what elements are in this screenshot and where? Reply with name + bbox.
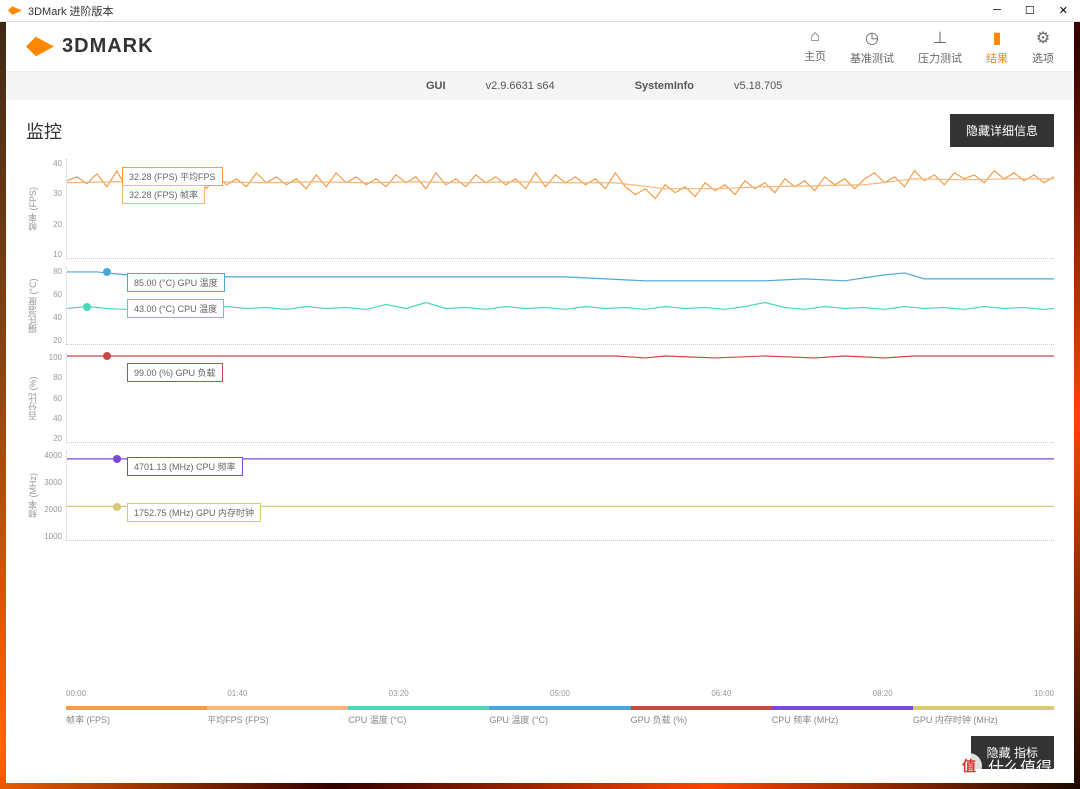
x-tick: 08:20 xyxy=(873,689,893,698)
watermark-icon: 值 xyxy=(956,753,982,779)
gui-version: v2.9.6631 s64 xyxy=(486,80,555,92)
nav-label: 选项 xyxy=(1032,50,1054,66)
x-axis: 00:00 01:40 03:20 05:00 06:40 08:20 10:00 xyxy=(26,689,1054,698)
plot-area: 85.00 (°C) GPU 温度 43.00 (°C) CPU 温度 xyxy=(66,267,1054,345)
nav-选项[interactable]: ⚙ 选项 xyxy=(1032,28,1054,66)
close-button[interactable]: ✕ xyxy=(1055,4,1072,17)
hide-details-button[interactable]: 隐藏详细信息 xyxy=(950,114,1054,147)
plot-area: 32.28 (FPS) 平均FPS32.28 (FPS) 帧率 xyxy=(66,159,1054,259)
legend-item[interactable]: GPU 内存时钟 (MHz) xyxy=(913,706,1054,726)
window-title: 3DMark 进阶版本 xyxy=(28,3,114,19)
titlebar: 3DMark 进阶版本 ─ ☐ ✕ xyxy=(0,0,1080,22)
nav-icon: ▮ xyxy=(993,28,1002,48)
section-title: 监控 xyxy=(26,118,62,144)
series-badge: 1752.75 (MHz) GPU 内存时钟 xyxy=(127,503,261,522)
nav-label: 压力测试 xyxy=(918,50,962,66)
y-label: 帧率 (FPS) xyxy=(26,159,44,259)
series-badge: 99.00 (%) GPU 负载 xyxy=(127,363,223,382)
nav-icon: ⚙ xyxy=(1036,28,1050,48)
legend-item[interactable]: CPU 频率 (MHz) xyxy=(772,706,913,726)
legend-label: GPU 温度 (°C) xyxy=(489,715,548,725)
gui-label: GUI xyxy=(426,80,446,92)
series-badge: 32.28 (FPS) 帧率 xyxy=(122,185,205,204)
legend-label: CPU 温度 (°C) xyxy=(348,715,406,725)
x-tick: 03:20 xyxy=(389,689,409,698)
series-dot xyxy=(113,455,121,463)
app-icon xyxy=(8,4,22,18)
sysinfo-label: SystemInfo xyxy=(635,80,694,92)
plot-area: 4701.13 (MHz) CPU 频率 1752.75 (MHz) GPU 内存… xyxy=(66,451,1054,541)
legend: 帧率 (FPS) 平均FPS (FPS) CPU 温度 (°C) GPU 温度 (°C… xyxy=(26,706,1054,726)
series-badge: 85.00 (°C) GPU 温度 xyxy=(127,273,225,292)
logo-text: 3DMARK xyxy=(62,35,154,58)
y-axis: 10080604020 xyxy=(44,353,66,443)
y-label: 摄氏温度 (°C) xyxy=(26,267,44,345)
legend-label: GPU 内存时钟 (MHz) xyxy=(913,715,998,725)
series-dot xyxy=(103,352,111,360)
logo-icon xyxy=(26,33,54,61)
y-label: 百分比 (%) xyxy=(26,353,44,443)
series-badge: 4701.13 (MHz) CPU 频率 xyxy=(127,457,243,476)
chart: 频率 (MHz)40003000200010004701.13 (MHz) CP… xyxy=(26,451,1054,541)
plot-area: 99.00 (%) GPU 负载 xyxy=(66,353,1054,443)
y-label: 频率 (MHz) xyxy=(26,451,44,541)
chart: 百分比 (%)10080604020 99.00 (%) GPU 负载 xyxy=(26,353,1054,443)
maximize-button[interactable]: ☐ xyxy=(1021,4,1039,17)
nav-icon: ◷ xyxy=(865,28,879,48)
x-tick: 06:40 xyxy=(711,689,731,698)
nav-icon: ⌂ xyxy=(810,28,820,46)
legend-item[interactable]: 帧率 (FPS) xyxy=(66,706,207,726)
series-badge: 32.28 (FPS) 平均FPS xyxy=(122,167,223,186)
nav-主页[interactable]: ⌂ 主页 xyxy=(804,28,826,66)
watermark-text: 什么值得买 xyxy=(988,754,1068,778)
y-axis: 80604020 xyxy=(44,267,66,345)
info-bar: GUI v2.9.6631 s64 SystemInfo v5.18.705 xyxy=(6,72,1074,100)
legend-label: CPU 频率 (MHz) xyxy=(772,715,839,725)
legend-item[interactable]: 平均FPS (FPS) xyxy=(207,706,348,726)
minimize-button[interactable]: ─ xyxy=(989,4,1005,17)
y-axis: 40302010 xyxy=(44,159,66,259)
nav-icon: ⊥ xyxy=(933,28,947,48)
nav-label: 基准测试 xyxy=(850,50,894,66)
x-tick: 10:00 xyxy=(1034,689,1054,698)
nav-压力测试[interactable]: ⊥ 压力测试 xyxy=(918,28,962,66)
nav-label: 结果 xyxy=(986,50,1008,66)
y-axis: 4000300020001000 xyxy=(44,451,66,541)
watermark: 值 什么值得买 xyxy=(956,753,1068,779)
nav-label: 主页 xyxy=(804,48,826,64)
chart: 摄氏温度 (°C)80604020 85.00 (°C) GPU 温度 43.00 … xyxy=(26,267,1054,345)
sysinfo-version: v5.18.705 xyxy=(734,80,782,92)
nav-结果[interactable]: ▮ 结果 xyxy=(986,28,1008,66)
series-dot xyxy=(113,503,121,511)
legend-label: 平均FPS (FPS) xyxy=(207,715,269,725)
nav-基准测试[interactable]: ◷ 基准测试 xyxy=(850,28,894,66)
content: 监控 隐藏详细信息 帧率 (FPS)4030201032.28 (FPS) 平均… xyxy=(6,100,1074,783)
x-tick: 01:40 xyxy=(227,689,247,698)
chart: 帧率 (FPS)4030201032.28 (FPS) 平均FPS32.28 (… xyxy=(26,159,1054,259)
logo: 3DMARK xyxy=(26,33,154,61)
legend-item[interactable]: GPU 温度 (°C) xyxy=(489,706,630,726)
legend-label: GPU 负载 (%) xyxy=(631,715,688,725)
nav: ⌂ 主页 ◷ 基准测试 ⊥ 压力测试 ▮ 结果 ⚙ 选项 xyxy=(804,28,1054,66)
series-dot xyxy=(83,303,91,311)
x-tick: 05:00 xyxy=(550,689,570,698)
main-window: 3DMARK ⌂ 主页 ◷ 基准测试 ⊥ 压力测试 ▮ 结果 ⚙ 选项 GUI v2.9.6631… xyxy=(6,22,1074,783)
legend-item[interactable]: CPU 温度 (°C) xyxy=(348,706,489,726)
legend-label: 帧率 (FPS) xyxy=(66,715,110,725)
x-tick: 00:00 xyxy=(66,689,86,698)
series-dot xyxy=(103,268,111,276)
legend-item[interactable]: GPU 负载 (%) xyxy=(631,706,772,726)
charts-area: 帧率 (FPS)4030201032.28 (FPS) 平均FPS32.28 (… xyxy=(26,159,1054,687)
header: 3DMARK ⌂ 主页 ◷ 基准测试 ⊥ 压力测试 ▮ 结果 ⚙ 选项 xyxy=(6,22,1074,72)
series-badge: 43.00 (°C) CPU 温度 xyxy=(127,299,224,318)
